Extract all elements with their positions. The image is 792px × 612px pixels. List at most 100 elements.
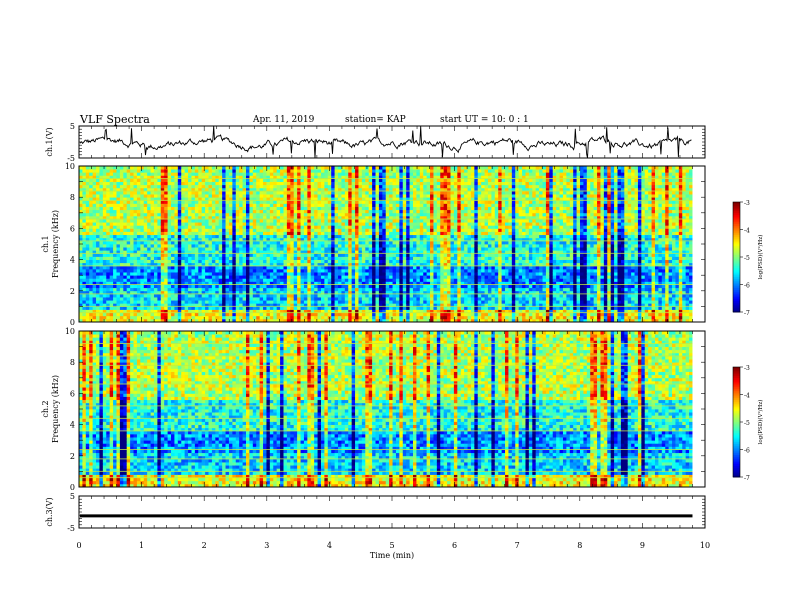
ch1-spectrogram-cell [93,247,97,251]
ch1-spectrogram-cell [358,266,362,270]
ch1-spectrogram-cell [205,178,209,182]
ch1-spectrogram-cell [188,213,192,217]
ch1-spectrogram-cell [154,269,158,273]
ch1-spectrogram-cell [191,247,195,251]
ch1-spectrogram-cell [130,247,134,251]
ch1-spectrogram-cell [219,269,223,273]
ch1-spectrogram-cell [185,269,189,273]
ch1-spectrogram-cell [338,213,342,217]
ch1-spectrogram-cell [294,244,298,248]
ch1-spectrogram-cell [352,178,356,182]
ch1-spectrogram-cell [161,313,165,317]
ch1-spectrogram-cell [219,178,223,182]
ch1-spectrogram-cell [318,241,322,245]
ch1-spectrogram-cell [110,306,114,310]
ch1-spectrogram-cell [277,222,281,226]
ch1-spectrogram-cell [263,203,267,207]
ch1-spectrogram-cell [345,272,349,276]
ch1-spectrogram-cell [188,222,192,226]
ch1-spectrogram-cell [229,169,233,173]
ch1-spectrogram-cell [226,285,230,289]
ch1-spectrogram-cell [266,213,270,217]
ch1-spectrogram-cell [113,210,117,214]
ch1-spectrogram-cell [376,232,380,236]
ch1-spectrogram-cell [246,300,250,304]
ch1-spectrogram-cell [140,288,144,292]
ch1-spectrogram-cell [236,285,240,289]
ch1-spectrogram-cell [352,232,356,236]
ch1-spectrogram-cell [253,269,257,273]
ch1-spectrogram-cell [301,266,305,270]
ch1-spectrogram-cell [273,241,277,245]
ch1-spectrogram-cell [263,200,267,204]
ch1-spectrogram-cell [393,288,397,292]
ch1-spectrogram-cell [93,244,97,248]
ch1-spectrogram-cell [372,241,376,245]
ch1-spectrogram-cell [345,191,349,195]
ch1-spectrogram-cell [130,269,134,273]
ch1-spectrogram-cell [311,306,315,310]
ch1-spectrogram-cell [410,288,414,292]
ch1-spectrogram-cell [147,306,151,310]
ch1-spectrogram-cell [297,256,301,260]
ch1-spectrogram-cell [314,316,318,320]
ch1-spectrogram-cell [365,300,369,304]
ch1-spectrogram-cell [403,172,407,176]
ch1-spectrogram-cell [188,185,192,189]
ch1-spectrogram-cell [246,219,250,223]
ch1-spectrogram-cell [89,219,93,223]
ch1-spectrogram-cell [358,285,362,289]
ch1-spectrogram-cell [144,213,148,217]
ch1-spectrogram-cell [99,169,103,173]
ch1-spectrogram-cell [328,232,332,236]
ch1-spectrogram-cell [324,172,328,176]
ch1-spectrogram-cell [273,225,277,229]
ch1-spectrogram-cell [331,256,335,260]
ch1-spectrogram-cell [168,247,172,251]
ch1-spectrogram-cell [338,182,342,186]
ch1-spectrogram-cell [256,300,260,304]
ch1-spectrogram-cell [396,285,400,289]
ch1-spectrogram-cell [399,178,403,182]
ch1-spectrogram-cell [198,235,202,239]
ch1-spectrogram-cell [290,200,294,204]
ch1-spectrogram-cell [198,222,202,226]
ch1-spectrogram-cell [297,210,301,214]
ch1-spectrogram-cell [311,253,315,257]
ch1-spectrogram-cell [348,169,352,173]
ch1-spectrogram-cell [147,275,151,279]
ch1-spectrogram-cell [324,185,328,189]
ch1-spectrogram-cell [113,185,117,189]
ch1-spectrogram-cell [99,235,103,239]
ch1-spectrogram-cell [89,244,93,248]
ch1-spectrogram-cell [144,297,148,301]
ch1-spectrogram-cell [273,256,277,260]
ch1-spectrogram-cell [266,288,270,292]
ch1-spectrogram-cell [164,191,168,195]
ch1-spectrogram-cell [318,222,322,226]
ch1-spectrogram-cell [157,194,161,198]
ch1-spectrogram-cell [369,285,373,289]
ch1-spectrogram-cell [294,300,298,304]
ch1-spectrogram-cell [393,207,397,211]
ch1-spectrogram-cell [99,225,103,229]
ch1-spectrogram-cell [362,316,366,320]
ch1-spectrogram-cell [290,294,294,298]
ch1-spectrogram-cell [96,232,100,236]
ch1-spectrogram-cell [106,203,110,207]
ch1-spectrogram-cell [246,200,250,204]
ch1-spectrogram-cell [301,207,305,211]
ch1-spectrogram-cell [89,269,93,273]
ch1-spectrogram-cell [202,166,206,170]
ch1-spectrogram-cell [82,166,86,170]
ch1-spectrogram-cell [345,269,349,273]
ch1-spectrogram-cell [311,275,315,279]
ch1-spectrogram-cell [188,306,192,310]
ch1-spectrogram-cell [348,210,352,214]
ch1-spectrogram-cell [113,316,117,320]
ch1-spectrogram-cell [355,256,359,260]
ch1-spectrogram-cell [393,182,397,186]
ch1-spectrogram-cell [188,288,192,292]
ch1-spectrogram-cell [195,185,199,189]
ch1-spectrogram-cell [280,306,284,310]
